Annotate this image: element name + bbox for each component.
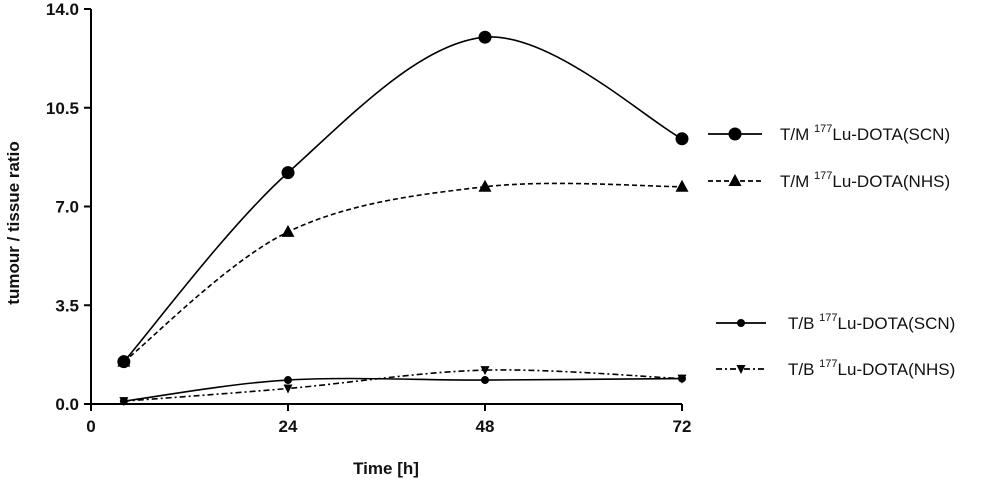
x-axis-title: Time [h] xyxy=(353,459,419,478)
legend-marker-2 xyxy=(728,174,742,186)
y-tick-label: 0.0 xyxy=(55,395,79,414)
series-1-point xyxy=(675,132,689,146)
series-1-point xyxy=(478,30,492,44)
series-2-line xyxy=(123,182,683,363)
series-4-point xyxy=(480,366,490,376)
legend: T/M 177Lu-DOTA(SCN) T/M 177Lu-DOTA(NHS) T/… xyxy=(708,123,955,379)
series-markers xyxy=(117,30,689,407)
x-tick-label: 48 xyxy=(476,417,495,436)
legend-marker-4 xyxy=(736,365,746,374)
x-tick-label: 72 xyxy=(673,417,692,436)
x-tick-label: 24 xyxy=(279,417,298,436)
series-2-point xyxy=(478,179,492,192)
y-tick-label: 14.0 xyxy=(46,0,79,19)
series-3-point xyxy=(481,376,489,385)
x-tick-label: 0 xyxy=(86,417,95,436)
series-1-point xyxy=(281,166,295,180)
y-tick-label: 7.0 xyxy=(55,198,79,217)
legend-label-1: T/M 177Lu-DOTA(SCN) xyxy=(780,123,950,144)
series-lines xyxy=(123,36,683,402)
series-4-line xyxy=(123,369,683,402)
legend-label-2: T/M 177Lu-DOTA(NHS) xyxy=(780,170,950,191)
series-2-point xyxy=(281,224,295,237)
series-3-point xyxy=(284,376,292,385)
y-tick-label: 3.5 xyxy=(55,296,79,315)
axes: 0.0 3.5 7.0 10.5 14.0 0 24 48 72 xyxy=(46,0,692,436)
series-2-point xyxy=(675,179,689,192)
legend-marker-3 xyxy=(737,319,745,327)
series-4-point xyxy=(283,384,293,394)
series-4-point xyxy=(119,397,129,407)
series-3-line xyxy=(123,377,683,402)
series-4-point xyxy=(677,374,687,384)
series-1-line xyxy=(123,36,683,363)
y-tick-label: 10.5 xyxy=(46,99,79,118)
legend-marker-1 xyxy=(728,127,742,141)
y-axis-title: tumour / tissue ratio xyxy=(4,141,23,304)
legend-label-3: T/B 177Lu-DOTA(SCN) xyxy=(788,312,955,333)
series-2-point xyxy=(117,354,131,367)
legend-label-4: T/B 177Lu-DOTA(NHS) xyxy=(788,358,955,379)
